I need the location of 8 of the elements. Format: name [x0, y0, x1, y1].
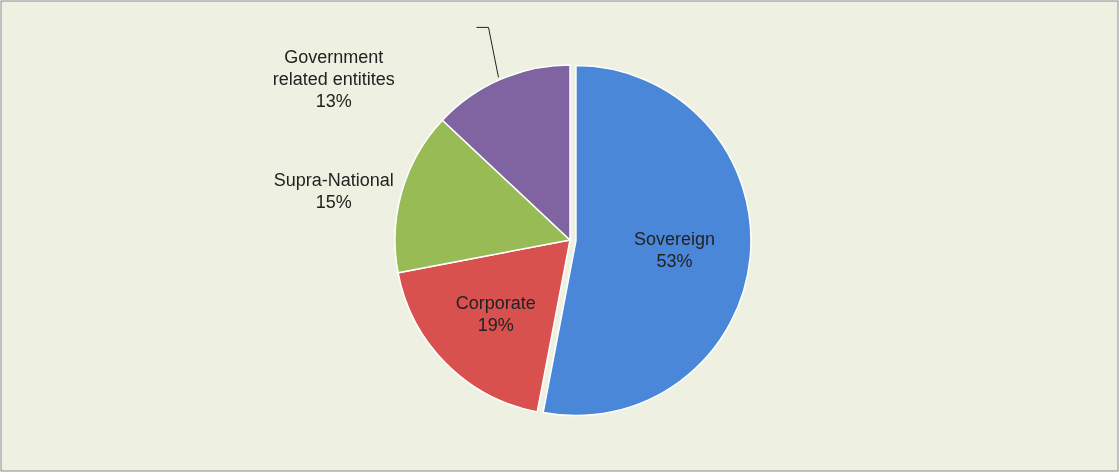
data-label: 15%: [315, 192, 352, 213]
data-label: 53%: [656, 250, 693, 271]
slice-label: Sovereign: [634, 228, 716, 249]
slice-label: Corporate: [455, 293, 536, 314]
slice-label: Government related entitites: [272, 47, 395, 90]
data-label: 19%: [477, 315, 514, 336]
data-label: 13%: [315, 91, 352, 112]
slice-label: Supra-National: [273, 170, 394, 191]
